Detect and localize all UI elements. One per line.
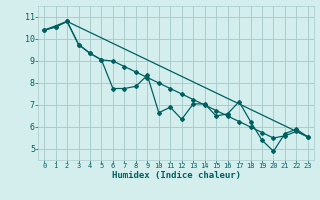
X-axis label: Humidex (Indice chaleur): Humidex (Indice chaleur) [111, 171, 241, 180]
